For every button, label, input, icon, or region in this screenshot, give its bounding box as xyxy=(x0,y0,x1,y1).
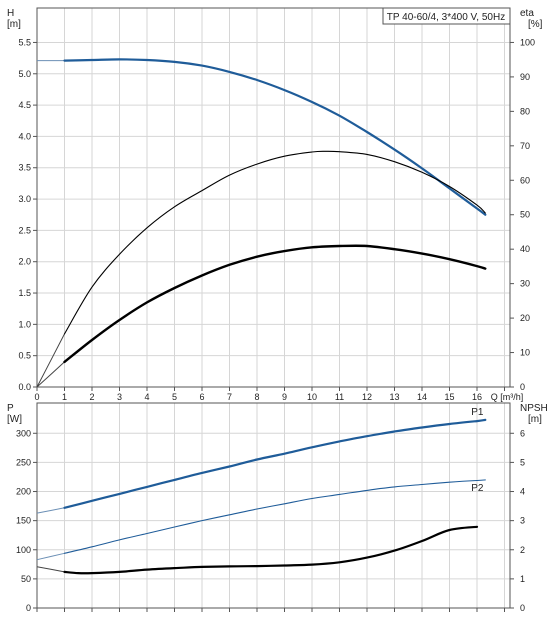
npsh-curve xyxy=(63,525,479,575)
x-tick-label: 7 xyxy=(227,392,232,402)
x-tick-label: 2 xyxy=(89,392,94,402)
y-left-tick-label: 5.5 xyxy=(18,37,31,47)
x-tick-label: 8 xyxy=(254,392,259,402)
x-tick-label: 12 xyxy=(362,392,372,402)
y-right-tick-label: 10 xyxy=(520,348,530,358)
eta-pump-curve-extension xyxy=(36,361,65,388)
p2-series-label: P2 xyxy=(471,483,484,494)
x-tick-label: 9 xyxy=(282,392,287,402)
y-left-axis-title: H xyxy=(7,8,14,19)
y-right-tick-label: 0 xyxy=(520,603,525,613)
p2-curve xyxy=(63,479,486,554)
chart-title: TP 40-60/4, 3*400 V, 50Hz xyxy=(387,12,505,23)
y-left-tick-label: 200 xyxy=(16,487,31,497)
head-curve xyxy=(63,58,487,216)
p1-curve-extension xyxy=(36,507,65,514)
y-right-tick-label: 50 xyxy=(520,210,530,220)
eta-curve xyxy=(63,150,486,335)
head-efficiency-plot: 0.00.51.01.52.02.53.03.54.04.55.05.50102… xyxy=(7,7,543,402)
y-right-tick-label: 5 xyxy=(520,457,525,467)
plot-frame xyxy=(36,402,511,609)
x-tick-label: 10 xyxy=(307,392,317,402)
y-right-tick-label: 6 xyxy=(520,428,525,438)
y-left-tick-label: 0.5 xyxy=(18,351,31,361)
y-left-tick-label: 0.0 xyxy=(18,382,31,392)
title-box xyxy=(382,7,511,25)
y-right-tick-label: 20 xyxy=(520,313,530,323)
eta-curve-extension xyxy=(36,333,65,388)
y-right-tick-label: 100 xyxy=(520,37,535,47)
y-left-tick-label: 0 xyxy=(26,603,31,613)
y-right-tick-label: 3 xyxy=(520,516,525,526)
y-left-tick-label: 250 xyxy=(16,457,31,467)
x-tick-label: 6 xyxy=(199,392,204,402)
y-right-tick-label: 70 xyxy=(520,141,530,151)
y-left-tick-label: 3.0 xyxy=(18,194,31,204)
x-tick-label: 13 xyxy=(389,392,399,402)
y-left-tick-label: 50 xyxy=(21,574,31,584)
y-right-axis-unit: [%] xyxy=(528,19,543,30)
y-right-tick-label: 60 xyxy=(520,175,530,185)
y-right-tick-label: 1 xyxy=(520,574,525,584)
y-left-tick-label: 3.5 xyxy=(18,163,31,173)
x-tick-label: 5 xyxy=(172,392,177,402)
y-left-tick-label: 100 xyxy=(16,545,31,555)
y-right-tick-label: 40 xyxy=(520,244,530,254)
y-left-tick-label: 300 xyxy=(16,428,31,438)
npsh-curve-extension xyxy=(36,566,65,573)
x-tick-label: 16 xyxy=(472,392,482,402)
y-left-axis-unit: [m] xyxy=(7,19,21,30)
y-left-tick-label: 4.5 xyxy=(18,100,31,110)
y-right-tick-label: 80 xyxy=(520,106,530,116)
y-right-axis-title: NPSH xyxy=(520,403,548,414)
y-left-tick-label: 1.5 xyxy=(18,288,31,298)
y-left-tick-label: 150 xyxy=(16,516,31,526)
p2-curve-extension xyxy=(36,552,65,561)
y-left-tick-label: 2.0 xyxy=(18,257,31,267)
y-right-tick-label: 4 xyxy=(520,487,525,497)
x-tick-label: 11 xyxy=(335,392,344,402)
y-right-tick-label: 30 xyxy=(520,279,530,289)
x-tick-label: 14 xyxy=(417,392,427,402)
y-right-tick-label: 0 xyxy=(520,382,525,392)
y-left-axis-unit: [W] xyxy=(7,414,22,425)
plot-frame xyxy=(36,7,511,388)
y-left-tick-label: 5.0 xyxy=(18,69,31,79)
y-right-tick-label: 2 xyxy=(520,545,525,555)
p1-series-label: P1 xyxy=(471,407,484,418)
p1-curve xyxy=(63,418,487,509)
power-npsh-plot: 0 50 100 150 200 250 300 0 1 2 3 4 5 6 P[W] NPSH[m] P1 P2 xyxy=(7,402,548,613)
y-left-tick-label: 2.5 xyxy=(18,225,31,235)
x-tick-label: 0 xyxy=(34,392,39,402)
y-left-tick-label: 1.0 xyxy=(18,319,31,329)
y-right-axis-title: eta xyxy=(520,8,534,19)
y-right-tick-label: 90 xyxy=(520,72,530,82)
x-tick-label: 4 xyxy=(144,392,149,402)
x-tick-label: 3 xyxy=(117,392,122,402)
x-tick-label: 15 xyxy=(444,392,454,402)
y-left-axis-title: P xyxy=(7,403,14,414)
x-axis-title: Q [m³/h] xyxy=(491,392,524,402)
x-tick-label: 1 xyxy=(62,392,67,402)
eta-pump-curve xyxy=(63,244,487,364)
y-left-tick-label: 4.0 xyxy=(18,131,31,141)
y-right-axis-unit: [m] xyxy=(528,414,542,425)
